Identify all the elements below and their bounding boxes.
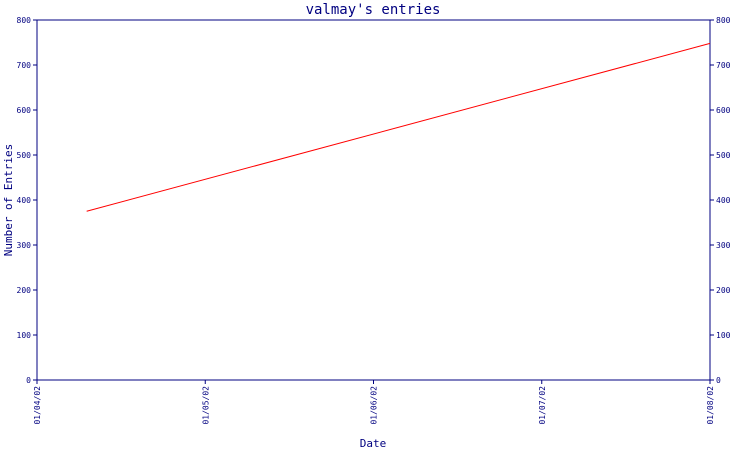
y-axis-label: Number of Entries xyxy=(2,144,15,257)
y-tick-label-right: 800 xyxy=(716,16,731,25)
x-axis-label: Date xyxy=(360,437,387,450)
y-tick-label-right: 400 xyxy=(716,196,731,205)
y-tick-label-left: 500 xyxy=(17,151,32,160)
series-layer xyxy=(86,42,711,212)
y-tick-label-right: 100 xyxy=(716,331,731,340)
y-tick-label-right: 500 xyxy=(716,151,731,160)
y-tick-label-right: 600 xyxy=(716,106,731,115)
y-tick-label-left: 400 xyxy=(17,196,32,205)
y-tick-label-left: 700 xyxy=(17,61,32,70)
y-tick-label-left: 600 xyxy=(17,106,32,115)
x-tick-label: 01/04/02 xyxy=(33,386,42,425)
y-tick-label-left: 100 xyxy=(17,331,32,340)
x-tick-label: 01/06/02 xyxy=(370,386,379,425)
y-tick-label-right: 300 xyxy=(716,241,731,250)
y-tick-label-right: 700 xyxy=(716,61,731,70)
y-tick-label-left: 800 xyxy=(17,16,32,25)
x-tick-label: 01/07/02 xyxy=(538,386,547,425)
y-tick-label-left: 300 xyxy=(17,241,32,250)
axes: 0 0 100 100 200 200 300 300 400 400 500 500 600 600 70… xyxy=(17,16,731,425)
x-tick-label: 01/08/02 xyxy=(706,386,715,425)
y-tick-label-right: 0 xyxy=(716,376,721,385)
series-line xyxy=(86,42,711,212)
y-tick-label-left: 0 xyxy=(26,376,31,385)
y-tick-label-left: 200 xyxy=(17,286,32,295)
chart-title: valmay's entries xyxy=(306,2,441,18)
plot-frame xyxy=(36,19,711,381)
x-tick-label: 01/05/02 xyxy=(201,386,210,425)
y-tick-label-right: 200 xyxy=(716,286,731,295)
